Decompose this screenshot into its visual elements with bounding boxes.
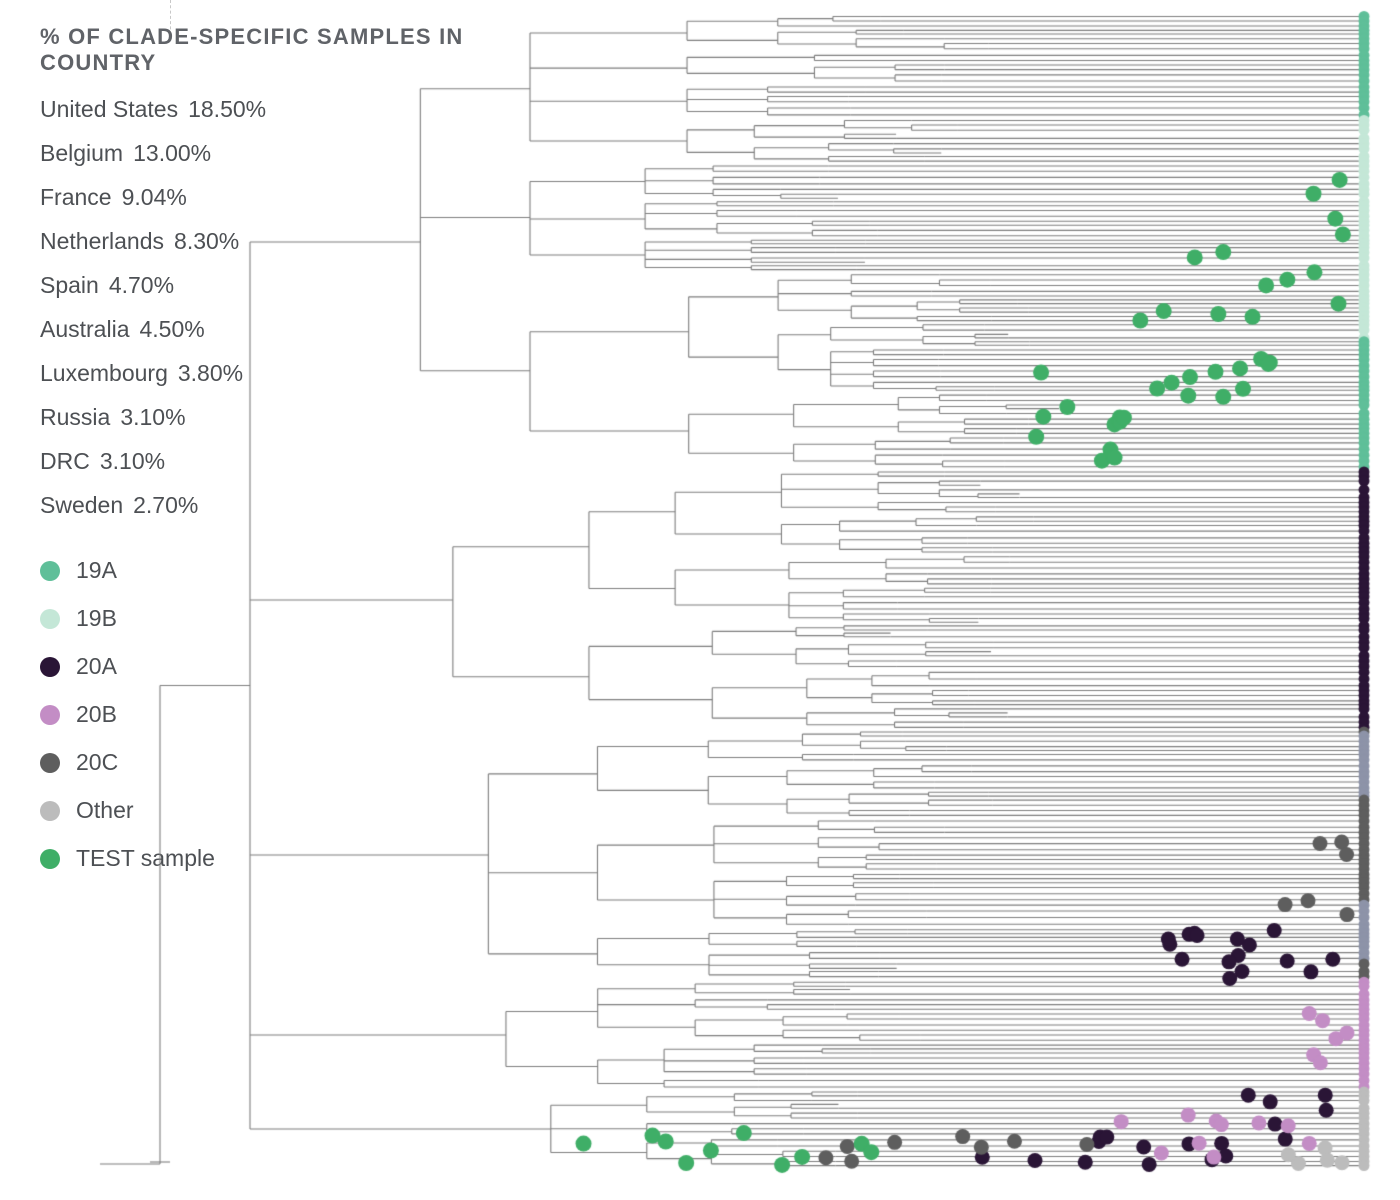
- phylo-tree: [50, 0, 1380, 1180]
